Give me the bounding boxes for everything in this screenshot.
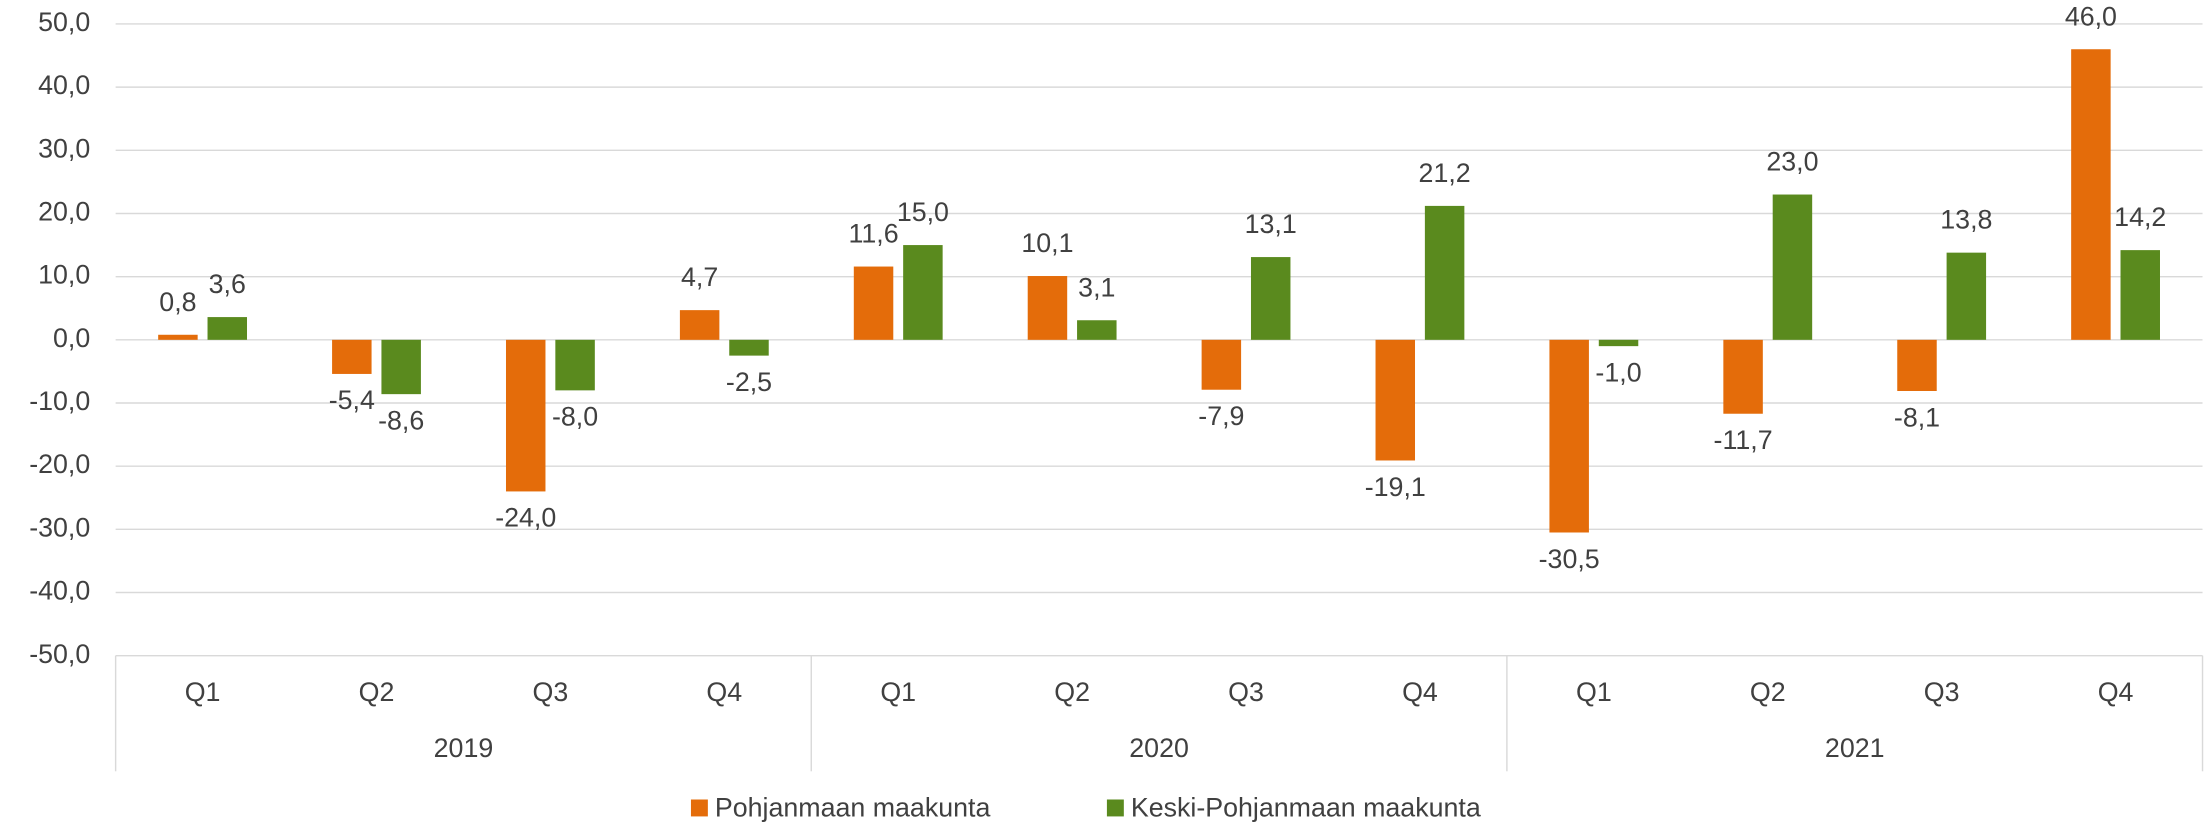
data-label: -5,4: [329, 385, 375, 415]
x-tick-label: Q3: [1924, 677, 1960, 707]
data-label: 3,6: [209, 269, 246, 299]
y-tick-label: 0,0: [53, 323, 90, 353]
x-tick-label: Q4: [2098, 677, 2134, 707]
x-tick-label: Q2: [1054, 677, 1090, 707]
data-label: 11,6: [848, 219, 898, 249]
data-label: 14,2: [2114, 202, 2166, 232]
legend-label: Pohjanmaan maakunta: [715, 792, 991, 822]
bar: [2071, 49, 2111, 340]
bar: [853, 266, 894, 340]
bar: [207, 317, 248, 340]
bar: [1897, 339, 1937, 391]
legend-label: Keski-Pohjanmaan maakunta: [1131, 792, 1481, 822]
data-label: -7,9: [1198, 401, 1244, 431]
x-tick-label: Q2: [1750, 677, 1786, 707]
x-tick-label: Q3: [533, 677, 569, 707]
data-label: 3,1: [1078, 272, 1115, 302]
y-tick-label: -50,0: [29, 639, 90, 669]
x-tick-label: Q4: [1402, 677, 1438, 707]
data-label: -2,5: [726, 367, 772, 397]
bar: [1375, 339, 1416, 461]
bar: [158, 334, 198, 340]
bar: [1598, 339, 1639, 347]
data-label: -30,5: [1539, 544, 1600, 574]
data-label: 10,1: [1021, 228, 1073, 258]
y-tick-label: 20,0: [38, 197, 90, 227]
bar: [1027, 276, 1068, 340]
data-label: 21,2: [1419, 158, 1471, 188]
bar: [1549, 339, 1589, 533]
bar: [1772, 194, 1813, 340]
bar: [505, 339, 546, 492]
bar: [1077, 320, 1117, 340]
bar: [729, 339, 769, 356]
group-label: 2021: [1825, 733, 1885, 763]
bar: [332, 339, 372, 374]
x-tick-label: Q1: [880, 677, 916, 707]
data-label: -19,1: [1365, 472, 1426, 502]
bar: [1946, 252, 1987, 340]
x-tick-label: Q2: [359, 677, 395, 707]
bar: [1250, 257, 1291, 340]
data-label: -24,0: [495, 503, 556, 533]
data-label: 0,8: [159, 287, 196, 317]
x-tick-label: Q1: [1576, 677, 1612, 707]
x-tick-label: Q4: [706, 677, 742, 707]
data-label: -1,0: [1595, 357, 1641, 387]
bar: [1201, 339, 1242, 390]
y-tick-label: -30,0: [29, 512, 90, 542]
x-tick-label: Q3: [1228, 677, 1264, 707]
data-label: 23,0: [1766, 147, 1818, 177]
y-tick-label: -40,0: [29, 576, 90, 606]
data-label: -8,6: [378, 405, 424, 435]
data-label: 46,0: [2065, 1, 2117, 31]
group-label: 2020: [1129, 733, 1189, 763]
legend-swatch: [1106, 799, 1124, 817]
legend-swatch: [690, 799, 708, 817]
bar: [2120, 250, 2160, 340]
data-label: 4,7: [681, 262, 718, 292]
data-label: -11,7: [1714, 425, 1773, 455]
bar: [1424, 205, 1465, 340]
y-tick-label: -10,0: [29, 386, 90, 416]
y-tick-label: 30,0: [38, 133, 90, 163]
x-tick-label: Q1: [185, 677, 221, 707]
bar: [903, 245, 943, 340]
data-label: -8,1: [1894, 402, 1940, 432]
data-label: 15,0: [897, 197, 949, 227]
y-tick-label: -20,0: [29, 449, 90, 479]
y-tick-label: 10,0: [38, 260, 90, 290]
data-label: 13,1: [1245, 209, 1297, 239]
group-label: 2019: [434, 733, 494, 763]
data-label: 13,8: [1940, 205, 1992, 235]
y-tick-label: 50,0: [38, 7, 90, 37]
bar: [381, 339, 421, 395]
bar: [1723, 339, 1763, 414]
y-tick-label: 40,0: [38, 70, 90, 100]
bar: [555, 339, 595, 391]
data-label: -8,0: [552, 402, 598, 432]
bar: [679, 310, 720, 340]
